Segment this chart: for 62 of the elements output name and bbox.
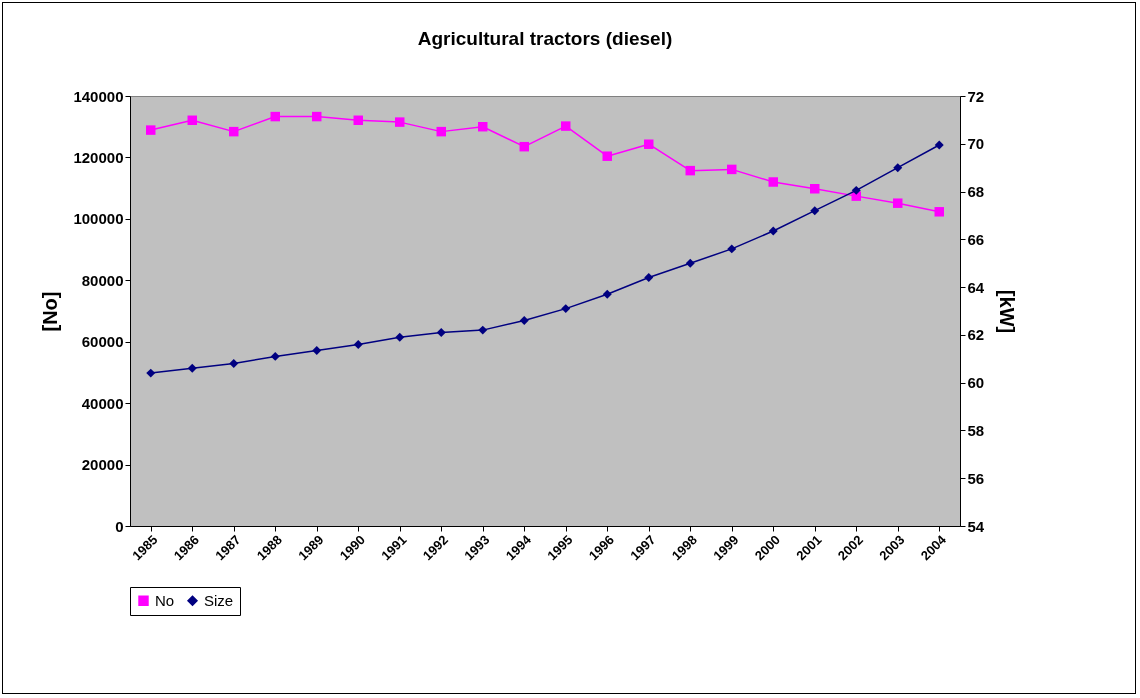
point [934,140,944,150]
y2-axis-title: [kW] [996,289,1019,334]
y-tick-label: 20000 [81,456,124,474]
point [685,165,695,176]
point [519,316,529,326]
y2-tick-label: 72 [967,87,985,105]
point [561,121,571,131]
point [644,139,654,149]
point [270,111,280,122]
y-tick-label: 80000 [81,271,124,289]
point [727,244,737,254]
point [395,332,405,342]
legend-label: No [155,591,175,609]
y2-tick-label: 68 [967,183,985,201]
point [229,359,239,369]
y2-tick-label: 64 [967,278,985,296]
point [146,368,156,378]
y2-tick-label: 66 [967,230,985,248]
point [270,351,280,361]
point [353,339,363,349]
y2-tick-label: 62 [967,326,985,344]
y-tick-label: 120000 [73,148,124,166]
y-tick-label: 40000 [81,394,124,412]
y-axis-title: [No] [39,291,62,332]
point [768,177,778,187]
point [851,185,861,195]
point [436,328,446,337]
point [187,363,197,373]
y-tick-label: 100000 [73,210,124,228]
point [146,125,156,135]
point [229,126,239,137]
point [478,121,488,132]
point [561,304,571,314]
point [187,115,197,126]
point [478,325,488,335]
y-tick-label: 0 [115,517,124,535]
point [353,115,363,126]
y-tick-label: 140000 [73,87,124,105]
point [312,111,322,122]
point [727,164,737,175]
point [436,126,446,137]
point [810,206,820,216]
y2-tick-label: 56 [967,469,985,487]
point [810,184,820,194]
point [602,151,612,161]
y2-tick-label: 58 [967,421,985,439]
y2-tick-label: 70 [967,135,985,153]
point [644,273,654,283]
point [602,289,612,299]
point [934,207,944,217]
point [312,345,322,355]
point [893,163,903,173]
chart-title: Agricultural tractors (diesel) [417,28,673,49]
y2-tick-label: 54 [967,517,985,535]
point [395,117,405,127]
point [768,226,778,236]
y-tick-label: 60000 [81,333,124,351]
y2-tick-label: 60 [967,374,985,392]
point [519,141,529,152]
point [893,198,903,208]
point [685,258,695,268]
legend-label: Size [204,591,234,609]
